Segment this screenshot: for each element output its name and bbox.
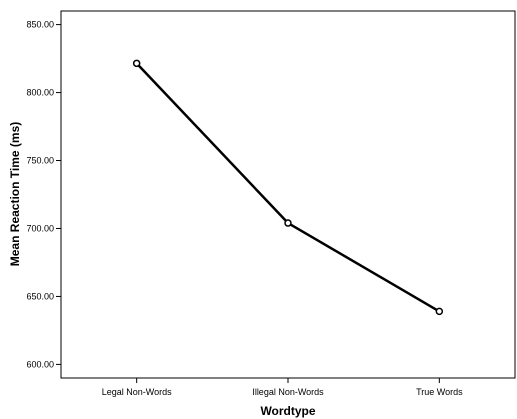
- series-layer: [132, 59, 444, 316]
- y-axis-title: Mean Reaction Time (ms): [8, 122, 22, 266]
- data-point: [132, 59, 141, 68]
- x-axis-title: Wordtype: [260, 404, 315, 418]
- y-tick-label: 700.00: [26, 223, 54, 233]
- x-tick-label: True Words: [416, 387, 463, 397]
- data-point: [284, 219, 292, 227]
- x-axis-ticks: Legal Non-Words Illegal Non-Words True Wor…: [102, 378, 463, 397]
- data-point: [435, 307, 444, 316]
- y-tick-label: 650.00: [26, 291, 54, 301]
- y-tick-label: 750.00: [26, 156, 54, 166]
- y-axis-ticks: 600.00 650.00 700.00 750.00 800.00 850.00: [26, 20, 61, 369]
- x-tick-label: Illegal Non-Words: [252, 387, 324, 397]
- y-tick-label: 850.00: [26, 20, 54, 30]
- y-tick-label: 800.00: [26, 88, 54, 98]
- plot-frame: [60, 10, 516, 379]
- x-tick-label: Legal Non-Words: [102, 387, 172, 397]
- series-line: [135, 62, 440, 313]
- y-tick-label: 600.00: [26, 359, 54, 369]
